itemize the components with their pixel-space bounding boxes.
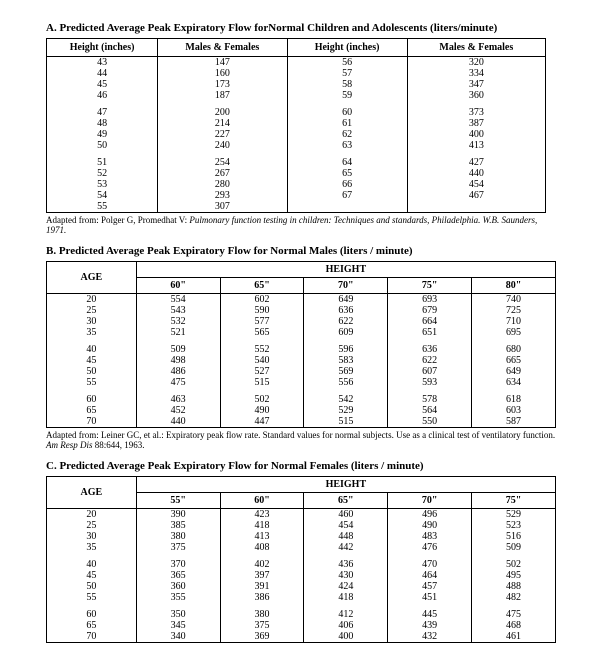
table-row: 5024063413: [47, 140, 546, 151]
table-row: 5125464427: [47, 157, 546, 168]
section-c-title: C. Predicted Average Peak Expiratory Flo…: [46, 460, 582, 472]
table-row: 55475515556593634: [47, 377, 556, 388]
table-row: 35375408442476509: [47, 542, 556, 553]
height-header: HEIGHT: [136, 262, 555, 278]
table-row: 4922762400: [47, 129, 546, 140]
table-row: 50360391424457488: [47, 581, 556, 592]
caption-a-plain: Adapted from: Polger G, Promedhat V:: [46, 215, 189, 225]
table-row: 45365397430464495: [47, 570, 556, 581]
table-a: Height (inches) Males & Females Height (…: [46, 38, 546, 213]
height-col: 75": [388, 278, 472, 294]
caption-b: Adapted from: Leiner GC, et al.: Expirat…: [46, 430, 556, 450]
height-col: 70": [304, 278, 388, 294]
height-col: 65": [220, 278, 304, 294]
height-col: 60": [136, 278, 220, 294]
table-row: 40509552596636680: [47, 344, 556, 355]
age-header: AGE: [47, 477, 137, 509]
table-row: 45498540583622665: [47, 355, 556, 366]
age-header: AGE: [47, 262, 137, 294]
section-a-title: A. Predicted Average Peak Expiratory Flo…: [46, 22, 582, 34]
table-c: AGE HEIGHT 55"60"65"70"75" 2039042346049…: [46, 476, 556, 643]
caption-b-plain2: 88:644, 1963.: [93, 440, 145, 450]
table-row: 5429367467: [47, 190, 546, 201]
table-row: 30380413448483516: [47, 531, 556, 542]
table-row: 35521565609651695: [47, 327, 556, 338]
table-row: 65452490529564603: [47, 405, 556, 416]
height-header: HEIGHT: [136, 477, 555, 493]
th: Height (inches): [47, 39, 158, 57]
table-row: 55307: [47, 201, 546, 213]
table-row: 4416057334: [47, 68, 546, 79]
table-row: 4618759360: [47, 90, 546, 101]
caption-b-plain1: Adapted from: Leiner GC, et al.: Expirat…: [46, 430, 555, 440]
height-col: 75": [472, 493, 556, 509]
caption-a: Adapted from: Polger G, Promedhat V: Pul…: [46, 215, 556, 235]
th: Males & Females: [158, 39, 287, 57]
section-b-title: B. Predicted Average Peak Expiratory Flo…: [46, 245, 582, 257]
table-row: 4517358347: [47, 79, 546, 90]
table-row: 4821461387: [47, 118, 546, 129]
table-row: 5226765440: [47, 168, 546, 179]
table-row: 70340369400432461: [47, 631, 556, 643]
height-col: 65": [304, 493, 388, 509]
height-col: 60": [220, 493, 304, 509]
table-row: 70440447515550587: [47, 416, 556, 428]
height-col: 55": [136, 493, 220, 509]
caption-b-italic: Am Resp Dis: [46, 440, 93, 450]
th: Height (inches): [287, 39, 407, 57]
table-row: 40370402436470502: [47, 559, 556, 570]
table-b: AGE HEIGHT 60"65"70"75"80" 2055460264969…: [46, 261, 556, 428]
table-row: 60463502542578618: [47, 394, 556, 405]
table-row: 65345375406439468: [47, 620, 556, 631]
table-row: 25385418454490523: [47, 520, 556, 531]
table-row: 30532577622664710: [47, 316, 556, 327]
table-row: 5328066454: [47, 179, 546, 190]
table-row: 20390423460496529: [47, 509, 556, 521]
height-col: 70": [388, 493, 472, 509]
table-row: 4720060373: [47, 107, 546, 118]
table-row: 4314756320: [47, 57, 546, 69]
table-row: 55355386418451482: [47, 592, 556, 603]
table-row: 50486527569607649: [47, 366, 556, 377]
height-col: 80": [472, 278, 556, 294]
table-row: 20554602649693740: [47, 294, 556, 306]
table-row: 60350380412445475: [47, 609, 556, 620]
th: Males & Females: [407, 39, 545, 57]
table-row: 25543590636679725: [47, 305, 556, 316]
